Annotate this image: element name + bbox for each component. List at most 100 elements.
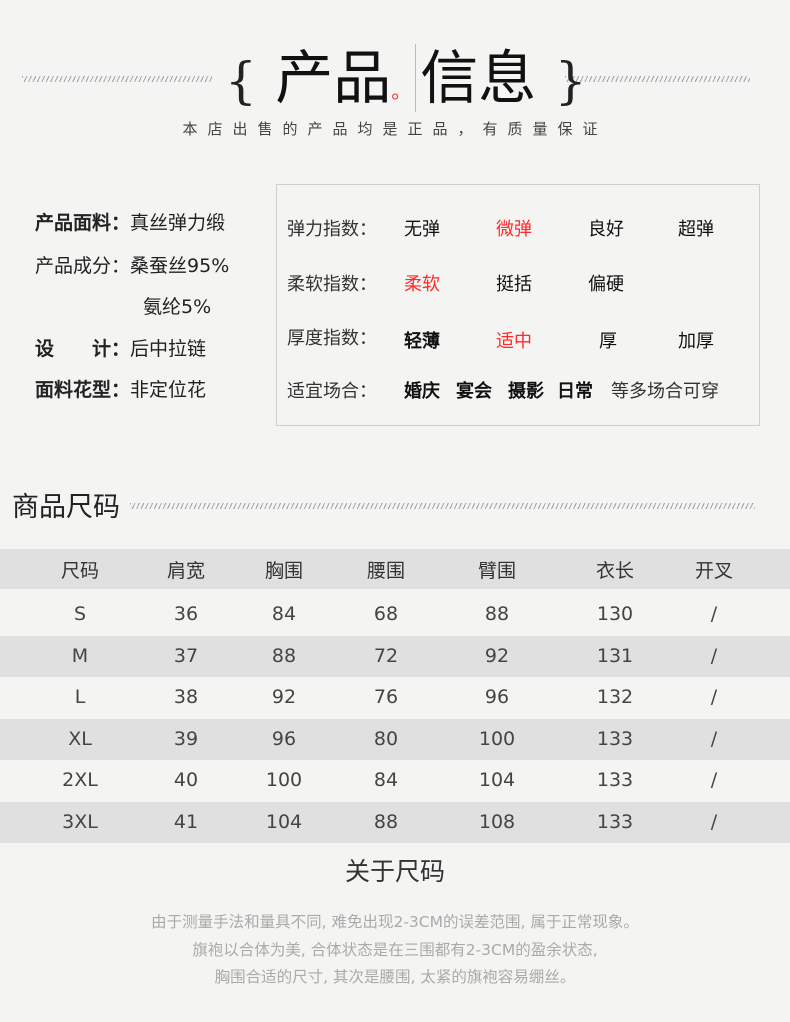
table-cell: / [710, 810, 718, 833]
table-cell: 100 [478, 727, 516, 750]
title-dot: 。 [391, 79, 412, 103]
table-cell: 88 [373, 810, 399, 833]
title-part-a: 产品 [275, 44, 392, 112]
index-option: 无弹 [404, 219, 440, 240]
table-cell: 3XL [62, 810, 98, 833]
table-cell: 133 [596, 810, 634, 833]
index-box: 弹力指数： 无弹 微弹 良好 超弹 柔软指数： 柔软 挺括 偏硬 厚度指数： 轻… [276, 184, 760, 426]
table-cell: L [74, 686, 86, 708]
table-cell: 108 [478, 810, 516, 833]
info-row: 产品面料：真丝弹力缎 [35, 208, 225, 235]
occasion: 宴会 [456, 381, 492, 402]
table-cell: 131 [596, 644, 634, 667]
table-cell: 133 [596, 727, 634, 750]
info-value: 桑蚕丝95% [130, 255, 230, 277]
table-header-band [0, 549, 790, 589]
column-header: 尺码 [60, 560, 99, 582]
index-label: 柔软指数： [287, 274, 377, 295]
table-cell: 130 [596, 603, 634, 625]
divider-right [565, 76, 750, 82]
column-header: 臂围 [477, 560, 516, 582]
table-cell: XL [68, 727, 92, 750]
column-header: 腰围 [366, 560, 405, 582]
size-section-title: 商品尺码 [12, 492, 120, 523]
table-cell: 88 [271, 644, 297, 667]
index-option: 厚 [599, 331, 617, 352]
info-row: 设 计：后中拉链 [35, 334, 206, 361]
title-part-b: 信息 [420, 44, 537, 112]
table-cell: 39 [173, 727, 199, 750]
table-cell: 2XL [62, 769, 98, 791]
table-cell: 36 [173, 603, 199, 625]
column-header: 开叉 [694, 560, 733, 582]
info-row: 产品成分：桑蚕丝95% [35, 251, 229, 278]
table-cell: 40 [173, 769, 199, 791]
about-size-title: 关于尺码 [344, 857, 445, 886]
occasion: 婚庆 [404, 381, 440, 402]
index-label: 适宜场合： [287, 381, 377, 402]
info-label: 产品成分： [35, 255, 131, 277]
divider-left [22, 76, 212, 82]
info-label: 设 计： [35, 338, 131, 360]
table-cell: 132 [596, 686, 634, 708]
index-option: 轻薄 [404, 331, 440, 352]
column-header: 衣长 [595, 560, 634, 582]
note-line: 胸围合适的尺寸, 其次是腰围, 太紧的旗袍容易绷丝。 [214, 968, 576, 986]
table-cell: 68 [373, 603, 399, 625]
table-cell: 41 [173, 810, 199, 833]
brace-left: { [225, 52, 257, 110]
note-line: 由于测量手法和量具不同, 难免出现2-3CM的误差范围, 属于正常现象。 [151, 913, 639, 931]
info-value: 非定位花 [130, 379, 207, 401]
info-label: 面料花型： [35, 379, 131, 401]
index-option: 挺括 [496, 274, 532, 295]
table-cell: / [710, 644, 718, 667]
page-title: { 产品。 信息 } [225, 38, 587, 131]
table-cell: 84 [271, 603, 297, 625]
table-cell: 96 [484, 686, 510, 708]
index-label: 厚度指数： [287, 328, 377, 349]
info-row: 面料花型：非定位花 [35, 375, 206, 402]
table-cell: 38 [173, 686, 199, 708]
index-option-selected: 适中 [496, 331, 532, 352]
occasion: 摄影 [508, 381, 544, 402]
table-cell: 37 [173, 644, 199, 667]
column-header: 胸围 [264, 560, 303, 582]
subtitle: 本店出售的产品均是正品，有质量保证 [182, 120, 608, 138]
index-option: 良好 [588, 219, 624, 240]
info-value: 氨纶5% [143, 296, 212, 318]
table-cell: 104 [478, 769, 516, 791]
table-cell: S [73, 603, 87, 625]
table-cell: 72 [373, 644, 399, 667]
row-band [0, 635, 790, 677]
table-cell: 84 [373, 769, 399, 791]
index-label: 弹力指数： [287, 219, 377, 240]
table-cell: 92 [484, 644, 510, 667]
note-line: 旗袍以合体为美, 合体状态是在三围都有2-3CM的盈余状态, [192, 941, 598, 959]
index-option-selected: 柔软 [404, 274, 440, 295]
occasion-suffix: 等多场合可穿 [611, 381, 719, 402]
table-cell: 100 [265, 769, 303, 791]
section-divider [130, 503, 755, 509]
column-header: 肩宽 [166, 560, 205, 582]
table-cell: 76 [373, 686, 399, 708]
table-cell: 104 [265, 810, 303, 833]
table-cell: 92 [271, 686, 297, 708]
table-cell: 96 [271, 727, 297, 750]
index-option: 加厚 [678, 331, 714, 352]
table-cell: / [710, 727, 718, 750]
table-cell: / [710, 603, 718, 625]
index-option: 超弹 [678, 219, 714, 240]
table-cell: 88 [484, 603, 510, 625]
info-label: 产品面料： [35, 212, 131, 234]
table-cell: 133 [596, 769, 634, 791]
info-value: 真丝弹力缎 [130, 212, 226, 234]
table-cell: / [710, 686, 718, 708]
table-cell: 80 [373, 727, 399, 750]
index-option-selected: 微弹 [496, 219, 532, 240]
row-band [0, 718, 790, 760]
index-option: 偏硬 [588, 274, 624, 295]
occasion: 日常 [557, 381, 593, 402]
brace-right: } [554, 52, 587, 110]
table-cell: M [71, 644, 89, 667]
info-value: 后中拉链 [130, 338, 207, 360]
